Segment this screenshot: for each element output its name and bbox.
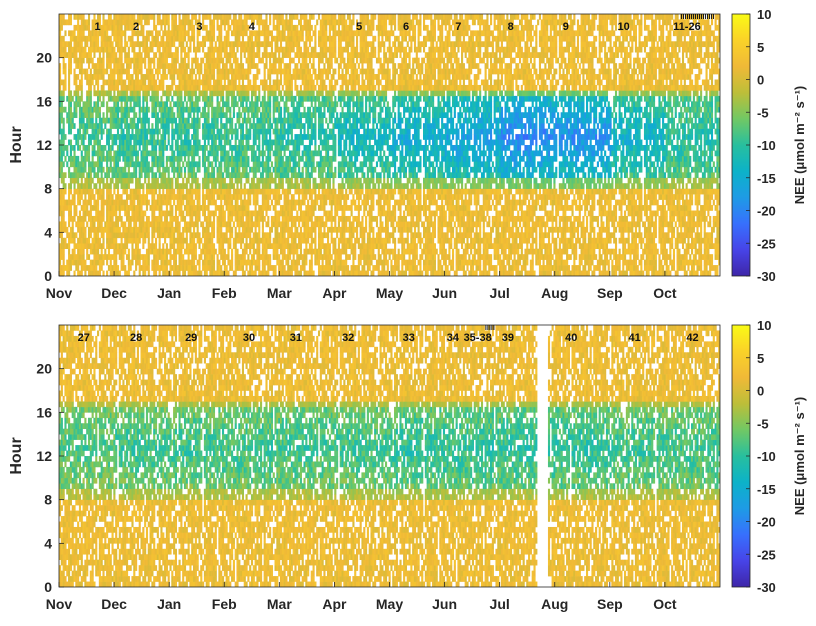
event-label: 40 <box>565 332 577 344</box>
y-tick-label: 4 <box>44 224 52 240</box>
colorbar: 10 5 0 -5 -10 -15 -20 -25 -30 NEE (μmol m⁻² s⁻¹) <box>731 318 807 595</box>
event-label: 28 <box>130 332 142 344</box>
event-label: 10 <box>617 21 629 33</box>
x-tick-label: Sep <box>597 285 623 301</box>
colorbar-tick-label: -10 <box>757 138 776 153</box>
event-label: 34 <box>447 332 460 344</box>
x-tick-label: Dec <box>101 596 127 612</box>
y-tick-label: 20 <box>36 361 52 377</box>
x-tick-label: May <box>376 285 403 301</box>
y-axis-label: Hour <box>8 126 25 163</box>
x-tick-label: Feb <box>212 596 237 612</box>
x-tick-label: Nov <box>46 285 73 301</box>
event-label: 39 <box>502 332 514 344</box>
colorbar-tick-label: 10 <box>757 7 771 22</box>
x-tick-label: Jun <box>432 285 457 301</box>
event-label: 1 <box>94 21 100 33</box>
x-tick-label: Apr <box>322 285 347 301</box>
x-tick-label: Aug <box>541 285 568 301</box>
event-label: 6 <box>403 21 409 33</box>
event-label: 27 <box>78 332 90 344</box>
x-tick-label: Oct <box>653 285 677 301</box>
colorbar-tick-label: 10 <box>757 318 771 333</box>
x-tick-label: Jul <box>490 285 510 301</box>
colorbar-label: NEE (μmol m⁻² s⁻¹) <box>792 86 807 204</box>
event-label: 30 <box>243 332 255 344</box>
x-tick-label: Nov <box>46 596 73 612</box>
colorbar-tick-label: -20 <box>757 515 776 530</box>
colorbar-label: NEE (μmol m⁻² s⁻¹) <box>792 397 807 515</box>
event-label: 31 <box>290 332 302 344</box>
event-label: 29 <box>185 332 197 344</box>
x-tick-label: Jun <box>432 596 457 612</box>
event-label: 7 <box>455 21 461 33</box>
y-axis-label: Hour <box>8 437 25 474</box>
y-tick-label: 8 <box>44 492 52 508</box>
colorbar-tick-label: -25 <box>757 236 776 251</box>
panel-bottom: 0 4 8 12 16 20 Hour Nov Dec Jan Feb Mar Apr May Jun Jul… <box>8 318 807 612</box>
colorbar-tick-label: 0 <box>757 384 764 399</box>
colorbar-tick-label: -25 <box>757 547 776 562</box>
colorbar-tick-label: -30 <box>757 269 776 284</box>
event-label: 9 <box>563 21 569 33</box>
event-label: 3 <box>196 21 202 33</box>
event-label: 33 <box>403 332 415 344</box>
x-tick-label: Mar <box>267 285 292 301</box>
y-tick-label: 0 <box>44 268 52 284</box>
x-tick-label: Apr <box>322 596 347 612</box>
event-label: 42 <box>686 332 698 344</box>
event-label: 32 <box>342 332 354 344</box>
colorbar-tick-label: -30 <box>757 580 776 595</box>
colorbar-tick-label: 5 <box>757 351 764 366</box>
y-tick-label: 12 <box>36 137 52 153</box>
x-tick-label: Aug <box>541 596 568 612</box>
y-tick-label: 16 <box>36 93 52 109</box>
colorbar-tick-label: -10 <box>757 449 776 464</box>
y-tick-label: 4 <box>44 535 52 551</box>
event-label: 2 <box>133 21 139 33</box>
colorbar-tick-label: -5 <box>757 105 769 120</box>
x-tick-label: May <box>376 596 403 612</box>
y-tick-label: 12 <box>36 448 52 464</box>
event-label: 11-26 <box>673 21 701 33</box>
x-tick-label: Jan <box>157 596 181 612</box>
y-tick-label: 20 <box>36 50 52 66</box>
event-label: 8 <box>508 21 514 33</box>
x-tick-label: Sep <box>597 596 623 612</box>
colorbar-tick-label: -15 <box>757 171 776 186</box>
y-tick-label: 0 <box>44 579 52 595</box>
x-tick-label: Jan <box>157 285 181 301</box>
x-tick-label: Feb <box>212 285 237 301</box>
y-tick-label: 8 <box>44 181 52 197</box>
colorbar: 10 5 0 -5 -10 -15 -20 -25 -30 NEE (μmol m⁻² s⁻¹) <box>731 7 807 284</box>
x-tick-label: Oct <box>653 596 677 612</box>
event-label: 41 <box>628 332 640 344</box>
heatmap-cells <box>59 14 720 276</box>
y-tick-label: 16 <box>36 404 52 420</box>
colorbar-tick-label: 5 <box>757 40 764 55</box>
event-label: 5 <box>356 21 362 33</box>
colorbar-tick-label: -15 <box>757 482 776 497</box>
x-tick-label: Dec <box>101 285 127 301</box>
x-tick-label: Jul <box>490 596 510 612</box>
colorbar-tick-label: -20 <box>757 204 776 219</box>
colorbar-tick-label: -5 <box>757 416 769 431</box>
x-tick-label: Mar <box>267 596 292 612</box>
event-label: 4 <box>249 21 256 33</box>
heatmap-cells <box>59 325 720 587</box>
colorbar-tick-label: 0 <box>757 73 764 88</box>
event-label: 35-38 <box>464 332 492 344</box>
